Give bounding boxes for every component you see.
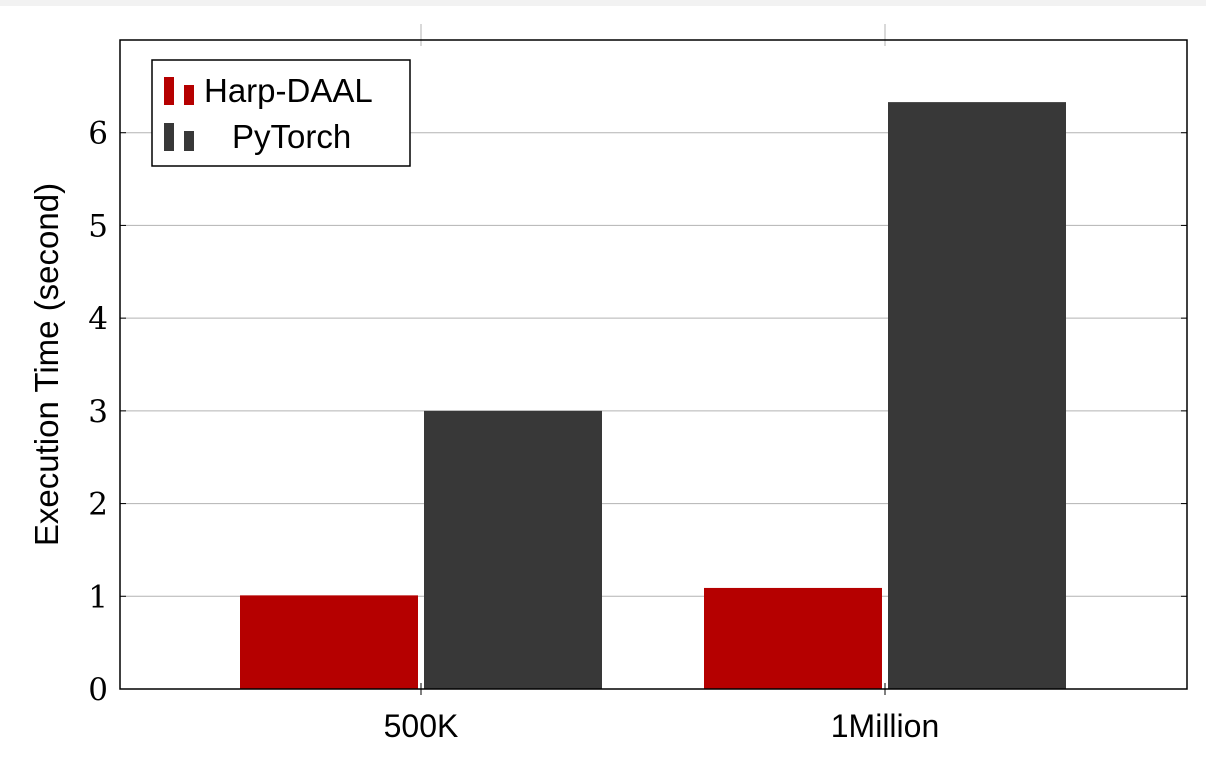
bar-harp-daal-1million bbox=[704, 587, 882, 689]
bar-pytorch-500k bbox=[424, 410, 602, 689]
y-tick-label: 4 bbox=[88, 301, 108, 337]
legend-swatch bbox=[184, 85, 194, 105]
legend-box bbox=[151, 59, 411, 167]
x-tick-label: 1Million bbox=[831, 708, 939, 744]
y-axis-label: Execution Time (second) bbox=[28, 183, 65, 546]
bar-chart: 0 1 2 3 4 5 6 500K 1Million Execution Time (seco… bbox=[28, 24, 1188, 744]
y-tick-label: 2 bbox=[88, 487, 108, 523]
y-tick-label: 6 bbox=[88, 116, 108, 152]
y-tick-label: 1 bbox=[88, 579, 108, 615]
x-tick-label: 500K bbox=[384, 708, 459, 744]
bars-group bbox=[240, 102, 1066, 689]
plot-frame bbox=[119, 39, 1188, 690]
legend: Harp-DAAL PyTorch bbox=[151, 59, 411, 167]
bar-pytorch-1million bbox=[888, 102, 1066, 689]
y-tick-label: 5 bbox=[88, 208, 108, 244]
legend-swatch bbox=[164, 77, 174, 105]
y-tick-label: 0 bbox=[88, 672, 108, 708]
bar-harp-daal-500k bbox=[240, 595, 418, 689]
ticks-group: 0 1 2 3 4 5 6 500K 1Million bbox=[88, 116, 1187, 744]
legend-label: Harp-DAAL bbox=[204, 72, 373, 109]
y-tick-label: 3 bbox=[88, 394, 108, 430]
chart-card: 0 1 2 3 4 5 6 500K 1Million Execution Time (seco… bbox=[0, 6, 1206, 762]
legend-label: PyTorch bbox=[232, 118, 351, 155]
legend-swatch bbox=[184, 131, 194, 151]
legend-swatch bbox=[164, 123, 174, 151]
